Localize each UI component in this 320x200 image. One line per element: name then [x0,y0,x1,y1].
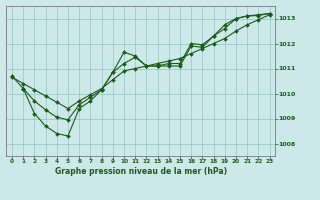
X-axis label: Graphe pression niveau de la mer (hPa): Graphe pression niveau de la mer (hPa) [55,167,227,176]
